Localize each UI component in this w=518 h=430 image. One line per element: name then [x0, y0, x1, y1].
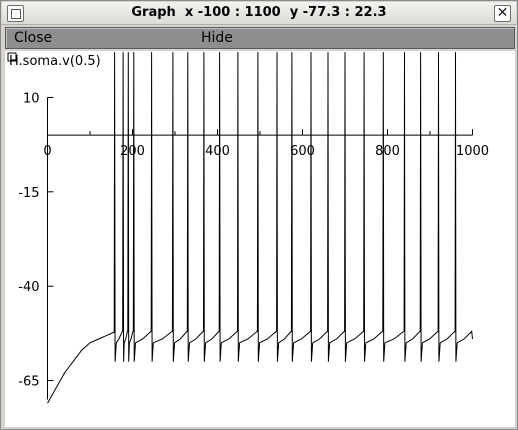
title-bar[interactable]: Graph x -100 : 1100 y -77.3 : 22.3 ✕	[2, 2, 516, 25]
menu-bar: Close Hide	[5, 27, 515, 49]
window-title: Graph x -100 : 1100 y -77.3 : 22.3	[131, 5, 387, 20]
x-tick-label: 800	[375, 144, 400, 159]
soma-voltage-line	[47, 52, 473, 404]
close-menu-item[interactable]: Close	[14, 30, 53, 46]
window-menu-button[interactable]	[7, 5, 24, 22]
tick-labels: 0 200 400 600 800 1000 10 -15 -40 -65	[18, 91, 489, 389]
legend: H.soma.v(0.5)	[7, 52, 101, 69]
window-menu-icon	[11, 9, 21, 19]
y-tick-label: -15	[18, 186, 39, 201]
close-window-button[interactable]: ✕	[494, 5, 511, 22]
close-icon: ✕	[496, 5, 509, 21]
x-tick-label: 400	[205, 144, 230, 159]
graph-canvas[interactable]: 0 200 400 600 800 1000 10 -15 -40 -65 H.soma.v(0.…	[5, 51, 515, 427]
plot-svg: 0 200 400 600 800 1000 10 -15 -40 -65 H.soma.v(0.…	[7, 52, 489, 404]
hide-menu-item[interactable]: Hide	[201, 30, 233, 46]
legend-checkbox-icon	[7, 52, 17, 62]
y-tick-label: -40	[18, 280, 39, 295]
voltage-trace	[47, 52, 473, 404]
x-tick-label: 0	[43, 144, 51, 159]
axes	[47, 96, 473, 400]
y-tick-label: -65	[18, 375, 39, 390]
y-tick-label: 10	[23, 91, 40, 106]
x-tick-label: 600	[290, 144, 315, 159]
x-tick-label: 200	[120, 144, 145, 159]
x-tick-label: 1000	[456, 144, 489, 159]
legend-label: H.soma.v(0.5)	[9, 54, 101, 69]
